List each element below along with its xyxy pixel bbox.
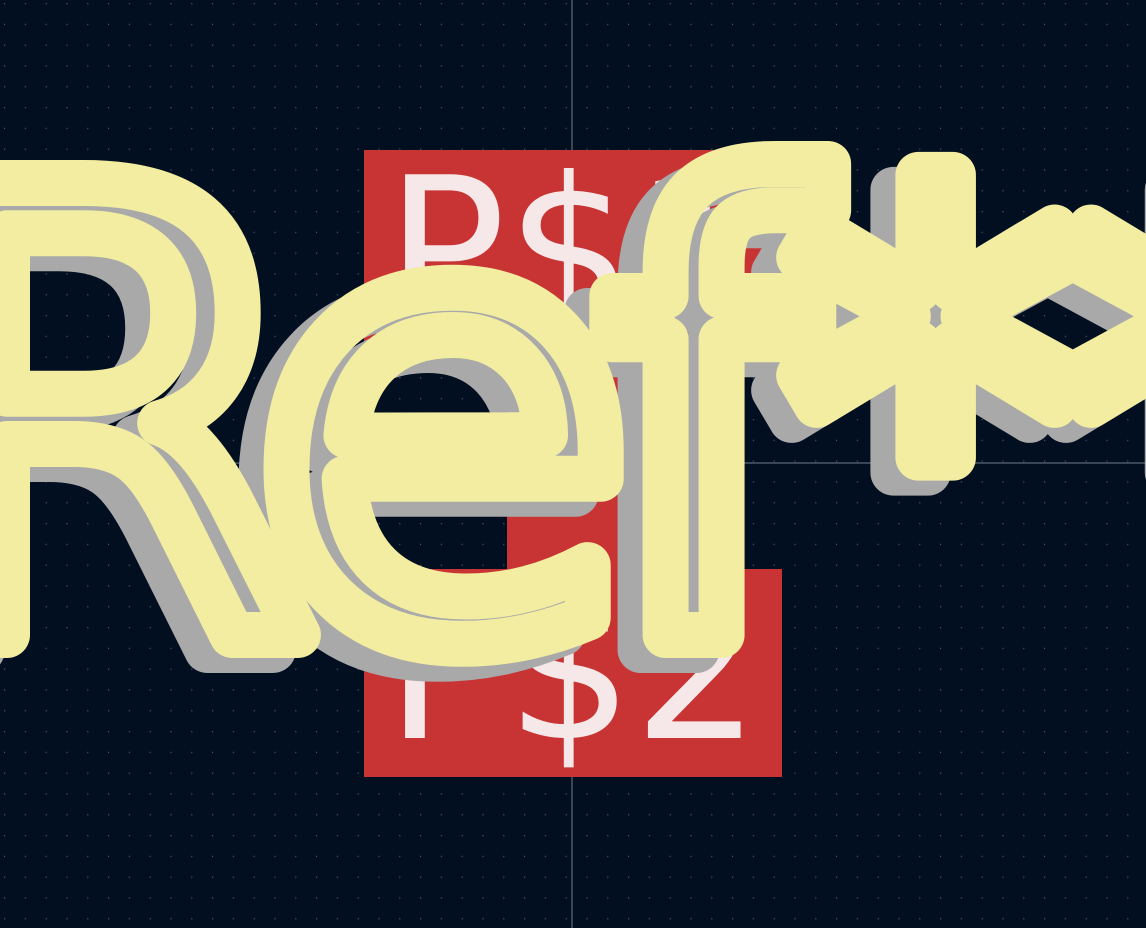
reference-text[interactable]: Ref** bbox=[0, 38, 1146, 805]
pad[interactable] bbox=[364, 150, 782, 358]
pad-label: P$1 bbox=[385, 135, 760, 368]
pad-label: P$2 bbox=[385, 553, 760, 786]
pad[interactable] bbox=[364, 569, 782, 777]
reference-shadow: Ref** bbox=[0, 76, 1146, 797]
pads[interactable]: P$1 P$2 bbox=[364, 135, 782, 786]
